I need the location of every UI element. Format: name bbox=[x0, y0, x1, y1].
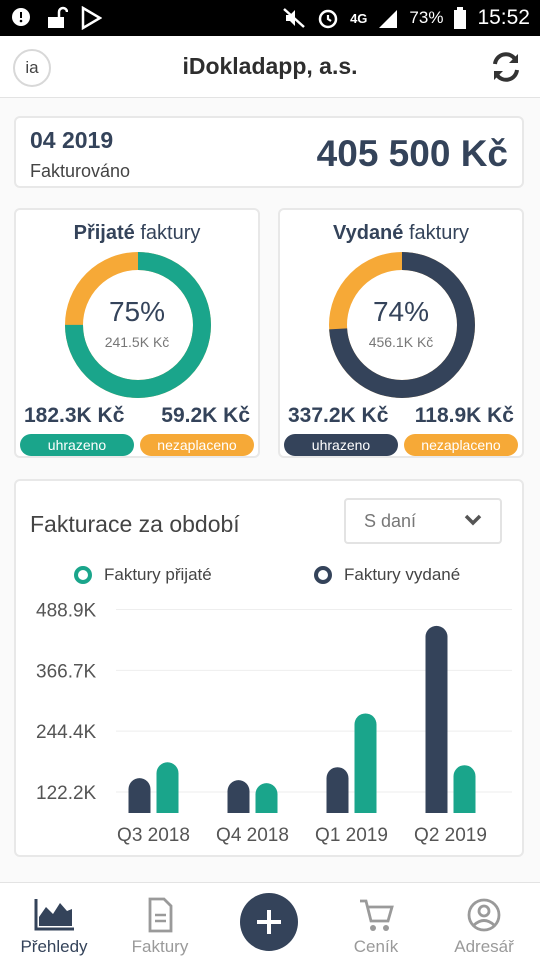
received-invoices-card[interactable]: Přijaté faktury 75% 241.5K Kč 182.3K Kč … bbox=[14, 208, 260, 458]
chart-title: Fakturace za období bbox=[30, 511, 240, 537]
bar-received-q1-2019[interactable] bbox=[354, 713, 377, 824]
nav-invoices-label: Faktury bbox=[131, 937, 189, 956]
nav-invoices[interactable]: Faktury bbox=[106, 883, 214, 960]
x-tick-label: Q2 2019 bbox=[414, 825, 487, 846]
nav-overview[interactable]: Přehledy bbox=[0, 883, 108, 960]
legend-issued-marker bbox=[314, 566, 332, 584]
y-tick-label: 366.7K bbox=[36, 661, 97, 682]
nav-contacts-label: Adresář bbox=[454, 937, 514, 956]
area-chart-icon bbox=[34, 899, 74, 931]
issued-unpaid-badge: nezaplaceno bbox=[404, 434, 518, 456]
bar-received-q3-2018[interactable] bbox=[156, 762, 179, 824]
x-tick-label: Q1 2019 bbox=[315, 825, 388, 846]
x-tick-label: Q3 2018 bbox=[117, 825, 190, 846]
legend-received-marker bbox=[74, 566, 92, 584]
received-title: Přijaté faktury bbox=[73, 222, 201, 244]
bar-issued-q2-2019[interactable] bbox=[425, 625, 448, 824]
baseline-mask bbox=[116, 813, 512, 825]
received-percent: 75% bbox=[108, 296, 166, 327]
app-header: ia iDokladapp, a.s. bbox=[0, 36, 540, 98]
period-invoicing-card: Fakturace za období S daní Faktury přija… bbox=[14, 479, 524, 857]
battery-icon bbox=[454, 7, 467, 29]
mute-icon bbox=[283, 8, 305, 28]
page-title: iDokladapp, a.s. bbox=[182, 53, 358, 79]
legend-received-label: Faktury přijaté bbox=[104, 565, 212, 584]
received-donut-paid bbox=[65, 252, 211, 398]
alarm-icon bbox=[318, 9, 338, 29]
tax-filter-select[interactable]: S daní bbox=[344, 498, 502, 544]
legend-issued-label: Faktury vydané bbox=[344, 565, 461, 584]
battery-percent: 73% bbox=[409, 8, 444, 27]
status-bar: 4G 73% 15:52 bbox=[0, 0, 540, 36]
issued-invoices-card[interactable]: Vydané faktury 74% 456.1K Kč 337.2K Kč 1… bbox=[278, 208, 524, 458]
nav-pricelist[interactable]: Ceník bbox=[322, 883, 430, 960]
bottom-navigation: Přehledy Faktury Ceník Adresář bbox=[0, 882, 540, 960]
tax-filter-value: S daní bbox=[364, 510, 417, 531]
shopping-cart-icon bbox=[360, 899, 394, 931]
invoicing-bar-chart: 488.9K 366.7K 244.4K 122.2K Q3 2018 Q4 2018 Q1… bbox=[36, 601, 512, 846]
signal-icon bbox=[379, 10, 398, 28]
company-logo[interactable]: ia bbox=[13, 49, 51, 87]
legend-issued[interactable]: Faktury vydané bbox=[314, 565, 460, 585]
plus-icon bbox=[257, 910, 281, 934]
received-donut-chart bbox=[65, 252, 211, 398]
summary-period: 04 2019 bbox=[30, 127, 114, 153]
nav-contacts[interactable]: Adresář bbox=[430, 883, 538, 960]
y-tick-label: 244.4K bbox=[36, 722, 97, 743]
invoiced-summary-card[interactable]: 04 2019 Fakturováno 405 500 Kč bbox=[14, 116, 524, 188]
notification-icon bbox=[12, 8, 30, 26]
network-type: 4G bbox=[350, 10, 368, 26]
dashboard-content: 04 2019 Fakturováno 405 500 Kč Přijaté f… bbox=[0, 98, 540, 882]
user-circle-icon bbox=[467, 898, 501, 932]
play-store-icon bbox=[81, 6, 102, 30]
issued-donut-chart bbox=[329, 252, 475, 398]
issued-paid-amount: 337.2K Kč bbox=[288, 404, 389, 427]
clock: 15:52 bbox=[477, 6, 530, 29]
received-unpaid-amount: 59.2K Kč bbox=[161, 404, 250, 427]
bar-received-q2-2019[interactable] bbox=[453, 765, 476, 824]
received-paid-badge: uhrazeno bbox=[20, 434, 134, 456]
issued-total: 456.1K Kč bbox=[368, 334, 434, 350]
bar-issued-q3-2018[interactable] bbox=[128, 778, 151, 824]
x-tick-label: Q4 2018 bbox=[216, 825, 289, 846]
received-total: 241.5K Kč bbox=[104, 334, 170, 350]
legend-received[interactable]: Faktury přijaté bbox=[74, 565, 212, 585]
chevron-down-icon bbox=[464, 514, 482, 526]
issued-percent: 74% bbox=[372, 296, 430, 327]
refresh-icon[interactable] bbox=[488, 49, 524, 85]
issued-unpaid-amount: 118.9K Kč bbox=[414, 404, 514, 427]
nav-pricelist-label: Ceník bbox=[353, 937, 399, 956]
summary-label: Fakturováno bbox=[30, 161, 131, 181]
issued-donut-paid bbox=[329, 252, 475, 398]
document-icon bbox=[148, 897, 173, 933]
unlock-icon bbox=[48, 6, 68, 28]
nav-overview-label: Přehledy bbox=[20, 937, 88, 956]
y-tick-label: 488.9K bbox=[36, 601, 97, 622]
received-paid-amount: 182.3K Kč bbox=[24, 404, 125, 427]
summary-amount: 405 500 Kč bbox=[316, 133, 508, 174]
y-tick-label: 122.2K bbox=[36, 783, 97, 804]
received-unpaid-badge: nezaplaceno bbox=[140, 434, 254, 456]
issued-title: Vydané faktury bbox=[333, 222, 469, 244]
bar-issued-q1-2019[interactable] bbox=[326, 767, 349, 824]
issued-paid-badge: uhrazeno bbox=[284, 434, 398, 456]
add-button[interactable] bbox=[240, 893, 298, 951]
